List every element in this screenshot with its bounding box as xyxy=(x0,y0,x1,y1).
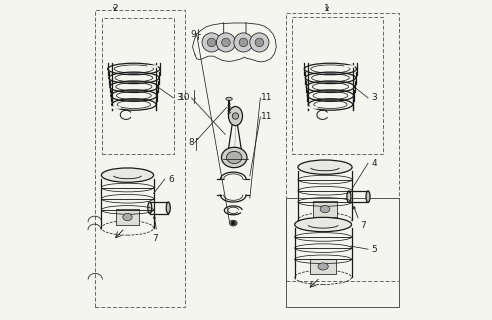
Text: 10: 10 xyxy=(179,93,190,102)
Text: 9: 9 xyxy=(190,30,196,39)
Ellipse shape xyxy=(298,160,352,174)
Circle shape xyxy=(239,38,248,47)
Circle shape xyxy=(232,221,235,225)
Ellipse shape xyxy=(228,107,243,125)
Ellipse shape xyxy=(295,217,352,232)
Bar xyxy=(94,10,185,307)
Bar xyxy=(116,209,139,225)
Text: 1: 1 xyxy=(324,4,330,12)
Ellipse shape xyxy=(226,151,242,164)
Circle shape xyxy=(234,33,253,52)
Ellipse shape xyxy=(148,202,152,213)
Circle shape xyxy=(216,33,236,52)
Text: 5: 5 xyxy=(371,245,377,254)
Ellipse shape xyxy=(123,213,132,221)
Circle shape xyxy=(255,38,264,47)
Ellipse shape xyxy=(221,147,247,168)
Text: 4: 4 xyxy=(371,159,377,168)
Bar xyxy=(102,18,174,154)
Text: 8: 8 xyxy=(188,138,194,147)
Text: 2: 2 xyxy=(112,4,118,12)
Circle shape xyxy=(250,33,269,52)
Text: 7: 7 xyxy=(153,234,158,243)
Circle shape xyxy=(221,38,230,47)
Text: 3: 3 xyxy=(371,93,377,102)
Circle shape xyxy=(207,38,216,47)
Bar xyxy=(286,198,399,307)
Circle shape xyxy=(202,33,221,52)
Text: 3: 3 xyxy=(177,93,183,102)
Ellipse shape xyxy=(318,263,328,270)
Bar xyxy=(292,17,383,154)
Circle shape xyxy=(232,113,239,119)
Ellipse shape xyxy=(226,97,232,100)
Text: 11: 11 xyxy=(261,93,273,102)
Text: 7: 7 xyxy=(361,221,367,230)
Text: 11: 11 xyxy=(261,113,273,122)
Ellipse shape xyxy=(166,202,170,213)
Ellipse shape xyxy=(347,191,351,202)
Bar xyxy=(313,201,337,217)
Bar xyxy=(286,13,399,281)
Bar xyxy=(310,259,336,274)
Text: 6: 6 xyxy=(168,175,174,184)
Ellipse shape xyxy=(320,205,330,213)
Ellipse shape xyxy=(229,220,237,226)
Ellipse shape xyxy=(366,191,370,202)
Ellipse shape xyxy=(101,168,154,182)
